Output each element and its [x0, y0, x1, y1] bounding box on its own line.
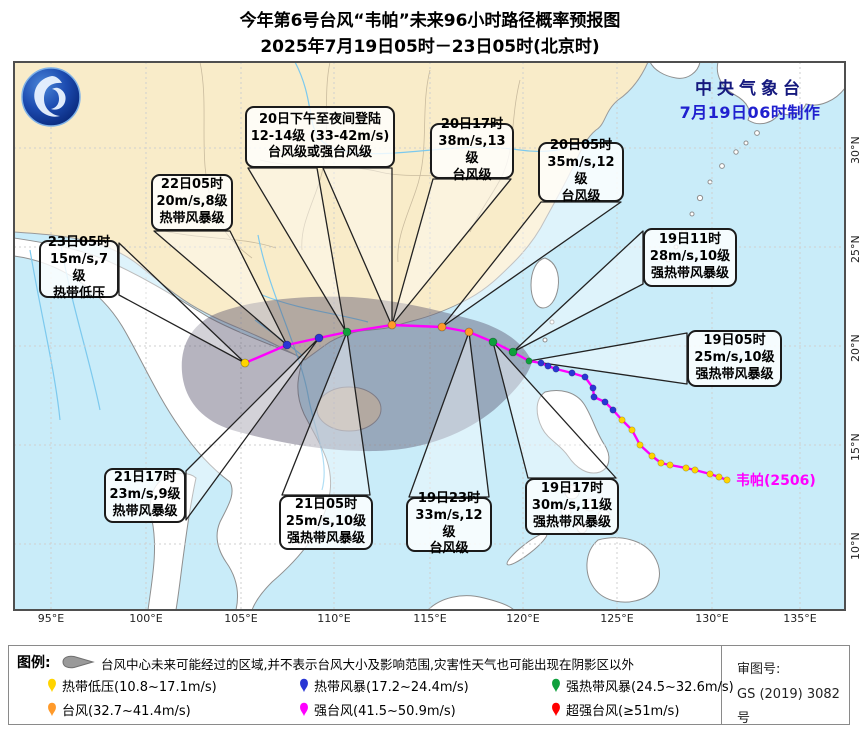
observed-point	[601, 398, 609, 406]
kyushu-japan	[716, 62, 845, 125]
observed-point	[706, 470, 714, 478]
page-title: 今年第6号台风“韦帕”未来96小时路径概率预报图 2025年7月19日05时－2…	[0, 8, 860, 61]
legend-item: 台风(32.7~41.4m/s)	[47, 700, 299, 719]
hainan-island	[316, 386, 382, 432]
page-title-line2: 2025年7月19日05时－23日05时(北京时)	[260, 37, 600, 58]
legend-item-icon	[552, 702, 560, 717]
forecast-point	[282, 340, 292, 350]
license-block: 审图号: GS (2019) 3082号	[737, 658, 849, 732]
korea-tip	[649, 62, 701, 79]
observed-point	[648, 452, 656, 460]
observed-point	[691, 466, 699, 474]
legend-item-icon	[300, 702, 308, 717]
legend-item-icon	[48, 702, 56, 717]
mindanao-island	[586, 537, 660, 603]
forecast-point	[387, 320, 397, 330]
observed-point	[715, 473, 723, 481]
legend-item: 超强台风(≥51m/s)	[551, 700, 751, 719]
forecast-point	[342, 327, 352, 337]
license-line1: 审图号:	[737, 662, 781, 677]
legend-item: 强热带风暴(24.5~32.6m/s)	[551, 676, 751, 695]
observed-point	[525, 357, 533, 365]
borneo-tip	[427, 595, 515, 610]
observed-point	[636, 441, 644, 449]
observed-point	[544, 362, 552, 370]
legend-icon-shape	[552, 678, 560, 693]
observed-point	[628, 426, 636, 434]
map-frame	[13, 61, 846, 611]
legend-icon-shape	[552, 702, 560, 717]
legend-divider	[721, 646, 722, 724]
cone-note: 台风中心未来可能经过的区域,并不表示台风大小及影响范围,灾害性天气也可能出现在阴…	[101, 657, 634, 672]
observed-point	[589, 384, 597, 392]
leader-wedge	[153, 230, 288, 346]
forecast-point	[437, 322, 447, 332]
legend-item-label: 超强台风(≥51m/s)	[566, 704, 680, 719]
observed-point	[618, 416, 626, 424]
legend-row: 热带低压(10.8~17.1m/s) 热带风暴(17.2~24.4m/s) 强热带风…	[47, 676, 751, 695]
legend-row: 台风(32.7~41.4m/s) 强台风(41.5~50.9m/s) 超强台风(≥5…	[47, 700, 751, 719]
forecast-point	[314, 333, 324, 343]
observed-point	[657, 459, 665, 467]
legend-item-label: 热带风暴(17.2~24.4m/s)	[314, 680, 469, 695]
legend-item-label: 台风(32.7~41.4m/s)	[62, 704, 191, 719]
legend-box: 图例: 台风中心未来可能经过的区域,并不表示台风大小及影响范围,灾害性天气也可能…	[8, 645, 850, 726]
legend-item-label: 热带低压(10.8~17.1m/s)	[62, 680, 217, 695]
legend-icon-shape	[300, 678, 308, 693]
observed-point	[590, 393, 598, 401]
legend-item-label: 强热带风暴(24.5~32.6m/s)	[566, 680, 734, 695]
leader-wedge	[441, 201, 622, 328]
forecast-point	[488, 337, 498, 347]
leader-wedge	[185, 337, 320, 521]
legend-icon-shape	[48, 678, 56, 693]
license-line2: GS (2019) 3082号	[737, 686, 840, 727]
legend-item-label: 强台风(41.5~50.9m/s)	[314, 704, 456, 719]
legend-item-icon	[552, 678, 560, 693]
forecast-point	[240, 358, 250, 368]
legend-item: 热带低压(10.8~17.1m/s)	[47, 676, 299, 695]
leader-wedge	[322, 167, 393, 327]
map-content	[14, 62, 845, 610]
page-title-line1: 今年第6号台风“韦帕”未来96小时路径概率预报图	[239, 11, 621, 31]
legend-item: 强台风(41.5~50.9m/s)	[299, 700, 551, 719]
legend-icon-shape	[300, 702, 308, 717]
observed-point	[552, 365, 560, 373]
indochina-land	[14, 237, 332, 610]
leader-wedge	[391, 178, 512, 326]
leader-wedge	[247, 167, 346, 331]
legend-title: 图例:	[17, 655, 51, 671]
legend-item: 热带风暴(17.2~24.4m/s)	[299, 676, 551, 695]
observed-point	[682, 464, 690, 472]
legend-item-icon	[300, 678, 308, 693]
cone-icon	[62, 655, 95, 669]
legend-icon-shape	[48, 702, 56, 717]
taiwan-island	[530, 257, 559, 309]
leader-wedge	[118, 242, 246, 364]
typhoon-track	[240, 320, 731, 484]
observed-point	[537, 359, 545, 367]
observed-point	[568, 369, 576, 377]
forecast-point	[464, 327, 474, 337]
legend-item-icon	[48, 678, 56, 693]
observed-point	[723, 476, 731, 484]
observed-point	[666, 461, 674, 469]
probability-cone	[181, 296, 532, 452]
cma-logo	[21, 67, 81, 127]
observed-point	[581, 373, 589, 381]
observed-point	[609, 406, 617, 414]
forecast-point	[508, 347, 518, 357]
